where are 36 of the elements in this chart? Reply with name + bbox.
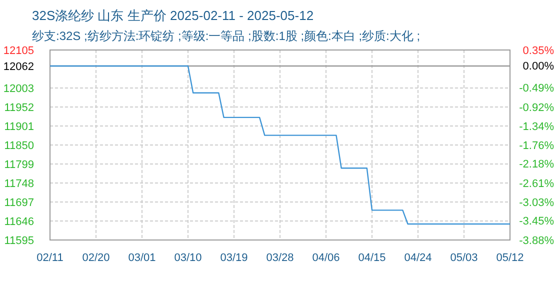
x-tick-label: 04/24 xyxy=(404,252,432,264)
chart-title: 32S涤纶纱 山东 生产价 2025-02-11 - 2025-05-12 xyxy=(32,8,314,23)
y2-tick-label: -2.18% xyxy=(519,158,554,171)
x-tick-label: 03/10 xyxy=(174,252,202,264)
y2-tick-label: -1.34% xyxy=(519,120,554,133)
x-tick-label: 02/20 xyxy=(82,252,110,264)
y-tick-label: 11697 xyxy=(4,197,34,209)
x-tick-label: 03/01 xyxy=(128,252,156,264)
y-tick-label: 11901 xyxy=(4,121,34,133)
y2-tick-label: -0.49% xyxy=(519,82,554,95)
x-tick-label: 03/19 xyxy=(220,252,248,264)
y2-tick-label: -3.03% xyxy=(519,196,554,209)
y2-tick-label: -2.61% xyxy=(519,178,554,190)
x-tick-label: 03/28 xyxy=(266,252,294,264)
x-tick-label: 04/06 xyxy=(312,252,340,264)
y2-tick-label: -1.76% xyxy=(519,140,554,152)
y-tick-label: 11850 xyxy=(4,140,34,152)
x-tick-label: 04/15 xyxy=(358,252,386,264)
line-series xyxy=(49,65,511,225)
x-tick-label: 05/12 xyxy=(496,252,524,264)
x-tick-label: 05/03 xyxy=(450,252,478,264)
y-tick-label: 12105 xyxy=(3,45,34,57)
y2-tick-label: 0.00% xyxy=(522,60,554,73)
y-tick-label: 11595 xyxy=(4,235,34,247)
y2-tick-label: -3.45% xyxy=(519,216,554,228)
y-tick-label: 11799 xyxy=(4,159,34,171)
x-tick-label: 02/11 xyxy=(36,252,64,264)
y2-tick-label: 0.35% xyxy=(522,45,554,57)
y-tick-label: 12062 xyxy=(3,61,34,74)
y-tick-label: 12003 xyxy=(3,83,34,95)
y-tick-label: 11952 xyxy=(4,102,34,114)
y2-tick-label: -3.88% xyxy=(519,235,554,247)
y-tick-label: 11748 xyxy=(4,178,34,190)
chart-subtitle: 纱支:32S ;纺纱方法:环锭纺 ;等级:一等品 ;股数:1股 ;颜色:本白 ;纱质:大化 ; xyxy=(32,29,420,43)
y2-tick-label: -0.92% xyxy=(519,102,554,114)
y-tick-label: 11646 xyxy=(4,216,34,228)
